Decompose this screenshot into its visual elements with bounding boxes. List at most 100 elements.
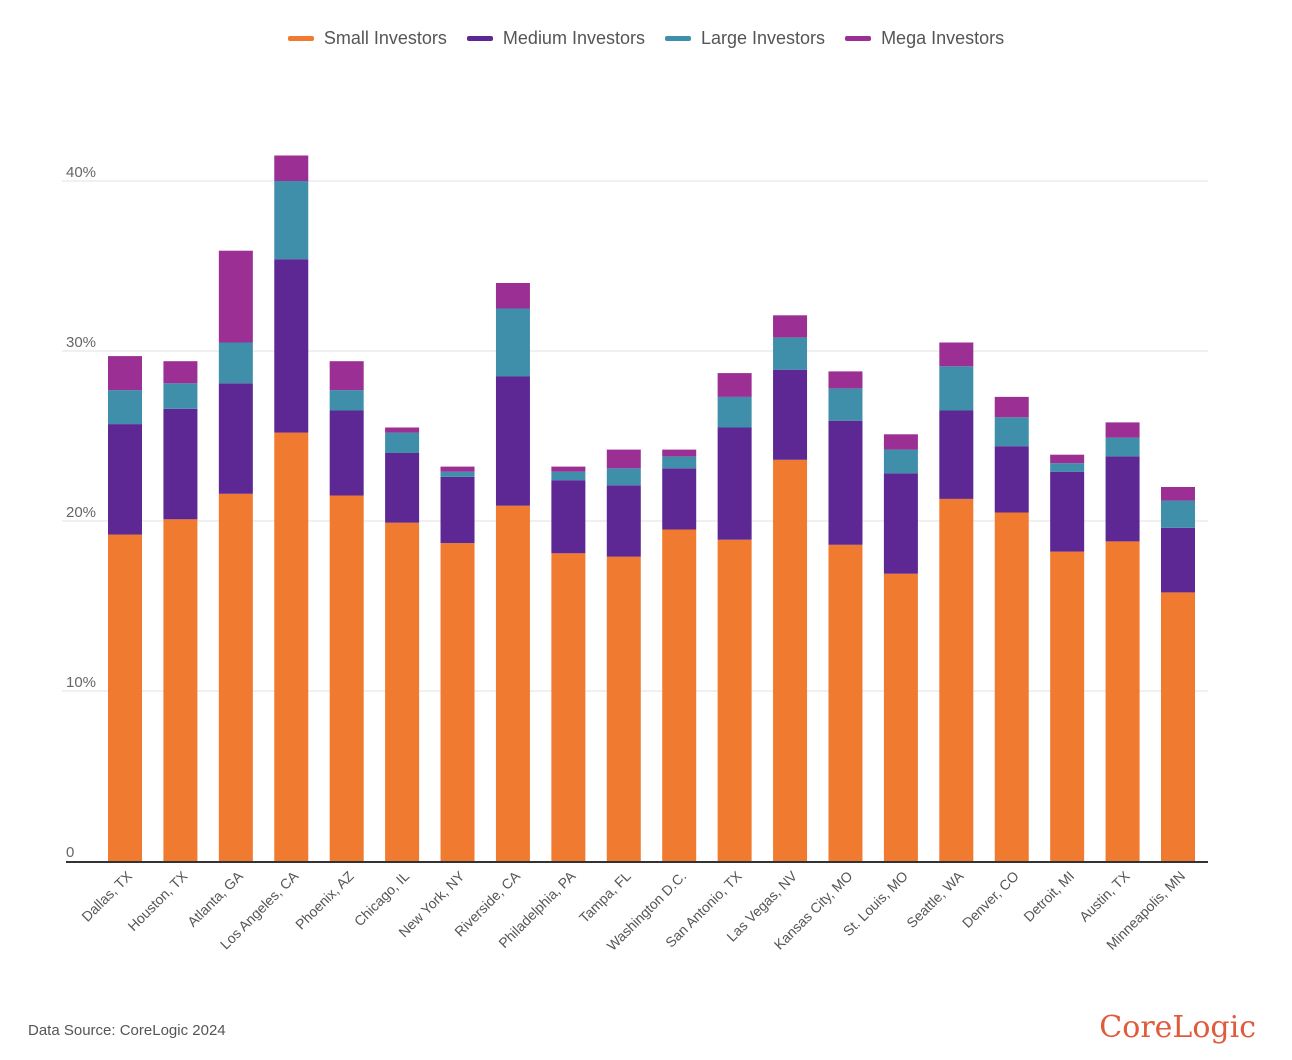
bar-stack[interactable] [773,315,808,861]
bar-segment-mega-investors[interactable] [163,361,198,384]
bar-segment-small-investors[interactable] [495,505,530,861]
bar-stack[interactable] [828,371,863,861]
bar-segment-large-investors[interactable] [1161,500,1195,528]
bar-segment-mega-investors[interactable] [994,396,1029,418]
bar-stack[interactable] [385,427,420,862]
bar-segment-medium-investors[interactable] [551,480,586,554]
bar-segment-medium-investors[interactable] [994,446,1029,513]
bar-segment-mega-investors[interactable] [274,155,309,182]
bar-segment-large-investors[interactable] [828,388,863,421]
bar-segment-mega-investors[interactable] [939,342,974,367]
bar-stack[interactable] [551,466,586,861]
bar-segment-medium-investors[interactable] [1105,456,1140,542]
bar-segment-small-investors[interactable] [163,519,198,861]
bar-segment-mega-investors[interactable] [828,371,863,389]
bar-segment-large-investors[interactable] [218,342,253,384]
bar-segment-mega-investors[interactable] [773,315,808,338]
bar-segment-large-investors[interactable] [939,366,974,411]
bar-segment-large-investors[interactable] [163,383,198,409]
bar-segment-large-investors[interactable] [1050,463,1085,472]
bar-segment-small-investors[interactable] [274,432,309,861]
bar-segment-medium-investors[interactable] [385,453,420,523]
bar-segment-large-investors[interactable] [495,308,530,377]
bar-segment-medium-investors[interactable] [218,383,253,494]
bar-stack[interactable] [108,356,142,861]
bar-segment-mega-investors[interactable] [440,466,475,472]
bar-segment-medium-investors[interactable] [717,427,752,540]
bar-segment-medium-investors[interactable] [883,473,918,574]
bar-segment-large-investors[interactable] [108,390,142,425]
bar-segment-large-investors[interactable] [329,390,364,411]
bar-stack[interactable] [994,396,1029,862]
bar-segment-mega-investors[interactable] [1161,487,1195,501]
bar-stack[interactable] [274,155,309,862]
bar-stack[interactable] [440,466,475,861]
bar-segment-small-investors[interactable] [1105,541,1140,861]
bar-stack[interactable] [662,449,697,862]
bar-segment-medium-investors[interactable] [662,468,697,530]
bar-segment-mega-investors[interactable] [108,356,142,391]
bar-segment-mega-investors[interactable] [495,283,530,309]
bar-segment-small-investors[interactable] [1161,592,1195,861]
bar-segment-mega-investors[interactable] [662,449,697,457]
bar-segment-medium-investors[interactable] [1161,527,1195,593]
bar-stack[interactable] [717,373,752,861]
bar-segment-small-investors[interactable] [385,522,420,861]
bar-segment-small-investors[interactable] [717,539,752,861]
bar-segment-medium-investors[interactable] [773,369,808,460]
bar-segment-large-investors[interactable] [773,337,808,370]
bar-segment-mega-investors[interactable] [218,250,253,343]
bar-segment-medium-investors[interactable] [329,410,364,496]
bar-segment-mega-investors[interactable] [385,427,420,433]
bar-segment-small-investors[interactable] [551,553,586,861]
bar-segment-large-investors[interactable] [274,181,309,260]
bar-segment-large-investors[interactable] [606,468,641,486]
legend-item[interactable]: Mega Investors [845,28,1004,49]
legend-item[interactable]: Small Investors [287,28,447,49]
bar-segment-large-investors[interactable] [883,449,918,474]
legend-item[interactable]: Medium Investors [466,28,645,49]
bar-segment-medium-investors[interactable] [1050,471,1085,552]
bar-segment-medium-investors[interactable] [828,420,863,545]
bar-segment-small-investors[interactable] [218,493,253,861]
bar-segment-small-investors[interactable] [939,498,974,861]
bar-segment-large-investors[interactable] [994,417,1029,447]
bar-segment-small-investors[interactable] [440,543,475,861]
bar-segment-mega-investors[interactable] [883,434,918,450]
bar-stack[interactable] [329,361,364,862]
bar-segment-large-investors[interactable] [662,456,697,469]
bar-stack[interactable] [1105,422,1140,861]
bar-segment-medium-investors[interactable] [440,476,475,544]
bar-segment-large-investors[interactable] [551,471,586,481]
bar-segment-large-investors[interactable] [385,432,420,453]
bar-stack[interactable] [1161,487,1195,861]
bar-segment-small-investors[interactable] [606,556,641,861]
bar-segment-mega-investors[interactable] [717,373,752,397]
bar-segment-small-investors[interactable] [1050,551,1085,861]
bar-stack[interactable] [163,361,198,861]
bar-segment-medium-investors[interactable] [274,259,309,433]
legend-item[interactable]: Large Investors [664,28,825,49]
bar-segment-medium-investors[interactable] [939,410,974,499]
bar-segment-small-investors[interactable] [828,544,863,861]
bar-segment-mega-investors[interactable] [1050,454,1085,464]
bar-segment-medium-investors[interactable] [108,424,142,535]
bar-segment-medium-investors[interactable] [606,485,641,557]
bar-stack[interactable] [1050,454,1085,861]
bar-segment-small-investors[interactable] [329,495,364,862]
bar-stack[interactable] [939,342,974,862]
bar-segment-small-investors[interactable] [994,512,1029,862]
bar-stack[interactable] [606,449,641,861]
bar-segment-small-investors[interactable] [108,534,142,861]
bar-segment-small-investors[interactable] [773,459,808,861]
bar-segment-small-investors[interactable] [883,573,918,861]
bar-stack[interactable] [883,434,918,861]
bar-segment-mega-investors[interactable] [1105,422,1140,438]
bar-stack[interactable] [218,250,253,861]
bar-segment-mega-investors[interactable] [329,361,364,391]
bar-segment-small-investors[interactable] [662,529,697,862]
bar-segment-large-investors[interactable] [1105,437,1140,457]
bar-segment-mega-investors[interactable] [606,449,641,469]
bar-segment-medium-investors[interactable] [163,408,198,520]
bar-stack[interactable] [495,283,530,861]
